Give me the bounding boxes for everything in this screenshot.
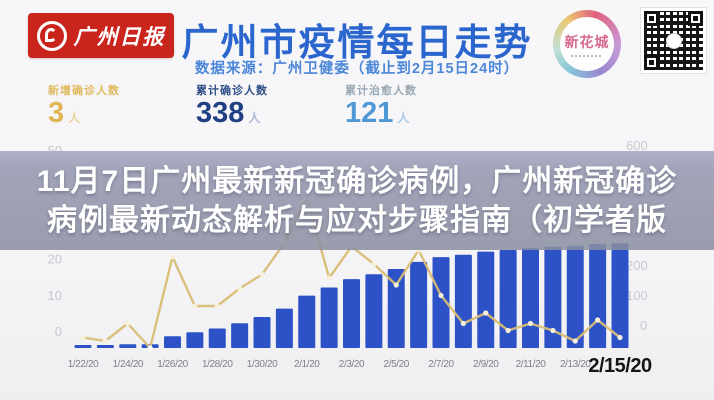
line-marker (147, 345, 153, 351)
headline-line1: 11月7日广州最新新冠确诊病例，广州新冠确诊 (36, 164, 678, 198)
stat-value: 121 (345, 97, 394, 129)
stat-label: 累计确诊人数 (196, 85, 268, 97)
x-tick-label: 2/5/20 (384, 359, 410, 370)
line-marker (438, 292, 444, 299)
page-title: 广州市疫情每日走势 (181, 22, 533, 63)
x-tick-label: 2/11/20 (516, 359, 547, 370)
stat-total-confirmed: 累计确诊人数 338 人 (196, 82, 268, 128)
cumulative-bar (298, 295, 316, 348)
cumulative-bar (589, 244, 607, 348)
cumulative-bar (186, 332, 204, 348)
line-marker (80, 334, 86, 341)
y-right-tick-label: 0 (640, 318, 647, 333)
headline-line2: 病例最新动态解析与应对步骤指南（初学者版 (47, 203, 667, 237)
cumulative-bar (320, 287, 338, 348)
cumulative-bar (387, 268, 405, 348)
cumulative-bar (454, 254, 472, 348)
cumulative-bar (522, 248, 539, 348)
cumulative-bar (119, 344, 137, 348)
line-marker (550, 327, 556, 334)
line-marker (125, 320, 131, 327)
cumulative-bar (164, 336, 181, 348)
x-tick-label: 1/30/20 (247, 359, 278, 370)
stat-label: 累计治愈人数 (345, 85, 417, 97)
x-tick-label-highlight: 2/15/20 (588, 355, 652, 377)
x-tick-label: 1/24/20 (112, 359, 143, 370)
cumulative-bar (410, 261, 428, 348)
gzdaily-logo: 广州日报 (28, 13, 174, 58)
gzdaily-emblem-icon (36, 20, 67, 51)
y-left-tick-label: 0 (55, 324, 62, 339)
cumulative-bar (611, 243, 629, 348)
x-tick-label: 2/7/20 (428, 359, 454, 370)
gzdaily-logo-text: 广州日报 (73, 23, 166, 49)
cumulative-bar (477, 251, 495, 348)
line-marker (237, 285, 243, 292)
x-tick-label: 1/28/20 (202, 359, 233, 370)
x-tick-label: 1/26/20 (157, 359, 188, 370)
stat-value: 3 (48, 97, 65, 129)
x-tick-label: 2/13/20 (560, 359, 591, 370)
cumulative-bar (365, 274, 383, 348)
y-right-tick-label: 600 (626, 138, 648, 153)
line-marker (259, 271, 265, 278)
line-marker (460, 320, 466, 327)
stat-unit: 人 (248, 111, 261, 125)
x-tick-label: 2/9/20 (473, 359, 499, 370)
line-marker (214, 303, 220, 309)
wreath-icon: 新花城 (560, 17, 614, 71)
cumulative-bar (432, 257, 450, 348)
x-tick-label: 2/1/20 (294, 359, 320, 370)
cumulative-bar (275, 308, 293, 348)
qr-code-icon (640, 7, 707, 74)
cumulative-bar (499, 250, 517, 348)
cumulative-bar (74, 345, 92, 348)
stat-value: 338 (196, 97, 245, 129)
line-marker (572, 338, 578, 344)
stat-unit: 人 (68, 111, 81, 125)
y-left-tick-label: 10 (48, 288, 62, 303)
stat-label: 新增确诊人数 (48, 85, 120, 97)
line-marker (595, 317, 601, 323)
headline-overlay: 11月7日广州最新新冠确诊病例，广州新冠确诊 病例最新动态解析与应对步骤指南（初… (0, 151, 714, 250)
data-source-subtitle: 数据来源：广州卫健委（截止到2月15日24时） (194, 61, 520, 77)
cumulative-bar (208, 328, 226, 348)
line-marker (192, 303, 198, 309)
cumulative-bar (96, 345, 114, 348)
cumulative-bar (343, 279, 360, 348)
line-marker (527, 320, 534, 327)
line-marker (617, 334, 623, 341)
line-marker (393, 282, 399, 288)
line-marker (505, 327, 511, 334)
y-right-tick-label: 100 (626, 288, 648, 303)
y-left-tick-label: 20 (48, 252, 62, 267)
x-tick-label: 2/3/20 (339, 359, 365, 370)
line-marker (483, 310, 489, 316)
badge-label: 新花城 (564, 34, 610, 51)
line-marker (169, 254, 176, 260)
cumulative-bar (566, 245, 584, 348)
stat-unit: 人 (397, 111, 410, 125)
cumulative-bar (544, 246, 562, 348)
cumulative-bar (231, 323, 249, 348)
y-right-tick-label: 200 (626, 258, 648, 273)
line-marker (326, 275, 332, 281)
line-marker (102, 338, 108, 344)
stat-total-cured: 累计治愈人数 121 人 (345, 82, 417, 128)
cumulative-bar (253, 317, 271, 348)
line-marker (371, 261, 377, 267)
x-tick-label: 1/22/20 (68, 359, 99, 370)
newflower-city-badge: 新花城 (553, 10, 621, 78)
